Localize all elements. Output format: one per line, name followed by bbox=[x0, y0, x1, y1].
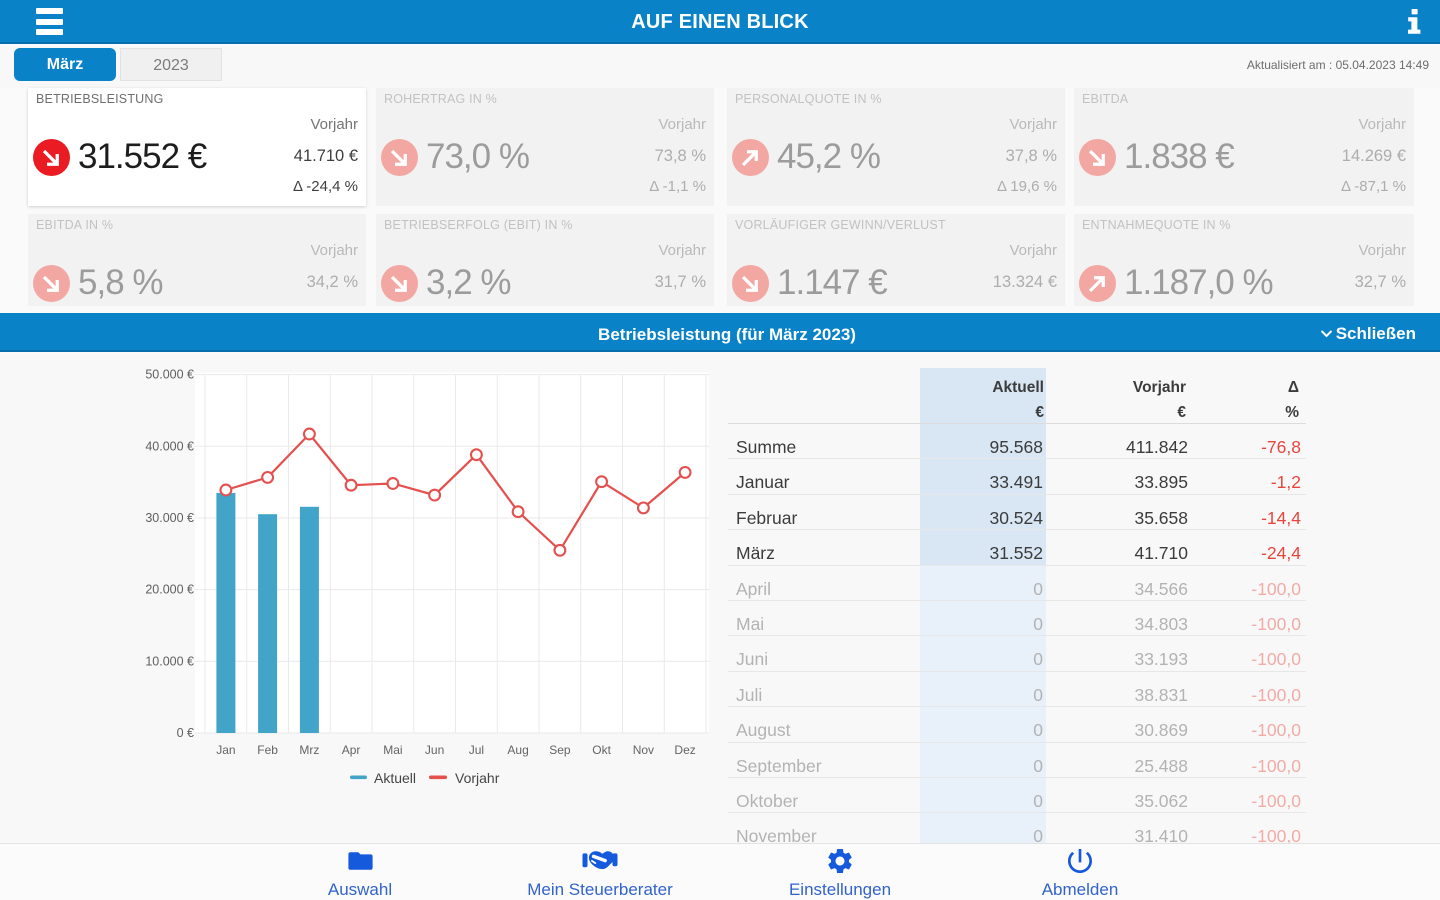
svg-text:Jan: Jan bbox=[216, 743, 235, 757]
svg-text:Nov: Nov bbox=[633, 743, 654, 757]
svg-text:20.000 €: 20.000 € bbox=[145, 583, 194, 597]
svg-text:Dez: Dez bbox=[674, 743, 695, 757]
svg-text:Mrz: Mrz bbox=[299, 743, 319, 757]
svg-text:Mai: Mai bbox=[383, 743, 402, 757]
svg-text:Vorjahr: Vorjahr bbox=[455, 770, 500, 786]
svg-text:Okt: Okt bbox=[592, 743, 611, 757]
svg-text:Sep: Sep bbox=[549, 743, 571, 757]
svg-text:Aug: Aug bbox=[507, 743, 528, 757]
svg-text:40.000 €: 40.000 € bbox=[145, 439, 194, 453]
svg-text:10.000 €: 10.000 € bbox=[145, 654, 194, 668]
svg-text:Jun: Jun bbox=[425, 743, 444, 757]
svg-text:Apr: Apr bbox=[342, 743, 361, 757]
svg-text:Aktuell: Aktuell bbox=[374, 770, 416, 786]
svg-text:Feb: Feb bbox=[257, 743, 278, 757]
svg-text:Jul: Jul bbox=[469, 743, 484, 757]
svg-text:30.000 €: 30.000 € bbox=[145, 511, 194, 525]
svg-text:50.000 €: 50.000 € bbox=[145, 368, 194, 382]
svg-text:0 €: 0 € bbox=[177, 726, 194, 740]
